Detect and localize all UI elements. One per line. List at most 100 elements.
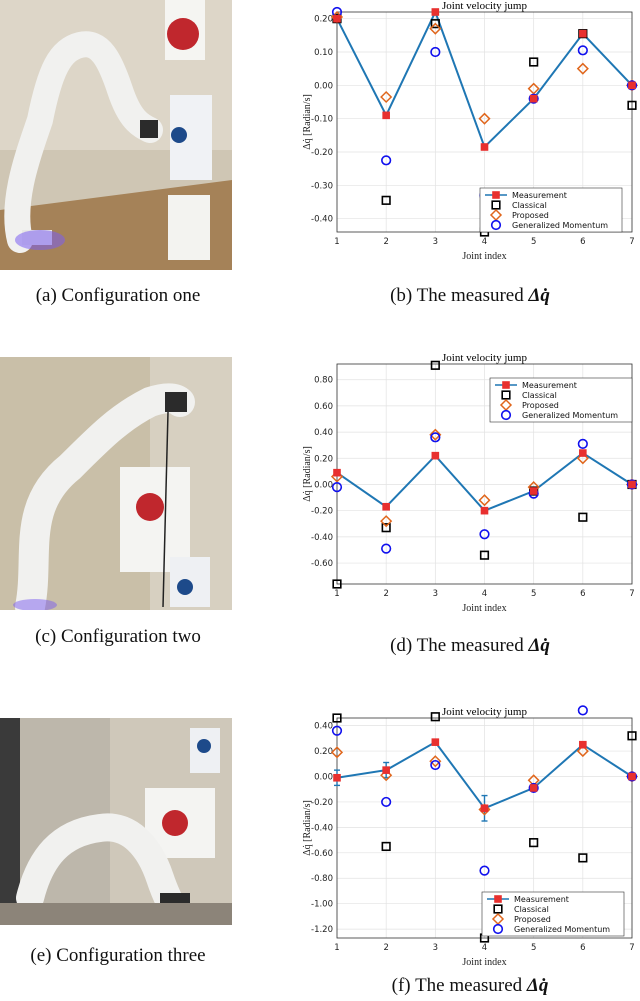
caption-d-symbol: Δq̇ xyxy=(528,635,550,656)
y-tick-label: -1.20 xyxy=(311,925,333,935)
data-point xyxy=(478,112,491,125)
data-point xyxy=(479,529,490,540)
data-point xyxy=(430,46,441,58)
y-tick-label: 0.20 xyxy=(314,15,333,25)
y-tick-label: -0.40 xyxy=(311,215,333,225)
data-point xyxy=(479,550,490,560)
axes-frame xyxy=(336,717,633,939)
data-point xyxy=(381,543,392,554)
data-point xyxy=(576,745,589,758)
caption-b-text: The measured xyxy=(416,285,524,306)
caption-f: (f) The measured Δq̇ xyxy=(300,975,640,997)
data-point xyxy=(333,468,341,477)
y-tick-label: -0.20 xyxy=(311,798,333,808)
x-axis-label: Joint index xyxy=(462,251,506,262)
data-point xyxy=(380,90,393,104)
markers-measurement xyxy=(333,738,636,813)
chart-title: Joint velocity jump xyxy=(442,706,527,718)
data-point xyxy=(333,14,341,23)
y-axis-label: Δq̇ [Radian/s] xyxy=(302,446,313,502)
data-point xyxy=(381,841,391,852)
caption-d-letter: (d) xyxy=(390,635,413,656)
caption-a-letter: (a) xyxy=(35,285,57,306)
y-tick-label: -1.00 xyxy=(311,900,333,910)
data-point xyxy=(331,725,343,736)
x-axis-label: Joint index xyxy=(462,603,506,614)
markers-measurement xyxy=(333,8,636,151)
data-point xyxy=(381,155,392,166)
legend: MeasurementClassicalProposedGeneralized … xyxy=(479,187,623,233)
legend-marker xyxy=(494,895,502,903)
x-tick-label: 1 xyxy=(334,589,339,599)
data-point xyxy=(528,93,539,104)
legend-label: Proposed xyxy=(522,401,559,410)
data-point xyxy=(431,738,440,746)
y-tick-label: 0.10 xyxy=(314,48,333,58)
x-tick-label: 3 xyxy=(433,589,438,599)
caption-e: (e) Configuration three xyxy=(0,945,236,967)
legend-label: Proposed xyxy=(512,211,549,220)
y-tick-label: -0.60 xyxy=(311,559,333,569)
markers-measurement xyxy=(333,449,636,515)
robot-photo-configuration-one xyxy=(0,0,232,270)
x-tick-label: 4 xyxy=(482,589,487,599)
data-point xyxy=(382,766,390,774)
data-point xyxy=(380,515,393,528)
data-point xyxy=(529,784,538,792)
y-tick-label: 0.00 xyxy=(314,81,333,91)
data-point xyxy=(331,481,343,493)
data-point xyxy=(626,771,638,782)
data-point xyxy=(626,479,638,490)
x-tick-label: 5 xyxy=(531,589,536,599)
data-point xyxy=(430,360,440,370)
chart-b: 1 2 3 4 5 6 7 0.20 0.10 0.00 -0.10 -0.20 -0.30 -0.40 J… xyxy=(300,0,640,275)
data-point xyxy=(480,506,489,515)
legend-label: Measurement xyxy=(522,381,577,390)
data-point xyxy=(478,494,491,507)
caption-a: (a) Configuration one xyxy=(0,285,236,307)
x-tick-label: 6 xyxy=(580,943,585,953)
data-point xyxy=(577,705,588,716)
x-tick-label: 5 xyxy=(531,943,536,953)
caption-f-letter: (f) xyxy=(391,975,411,996)
x-tick-label: 7 xyxy=(629,237,634,247)
y-tick-label: 0.00 xyxy=(314,480,333,490)
legend-label: Classical xyxy=(514,905,549,914)
caption-b: (b) The measured Δq̇ xyxy=(300,285,640,307)
data-point xyxy=(479,865,490,876)
data-point xyxy=(429,428,442,441)
caption-b-letter: (b) xyxy=(390,285,413,306)
data-point xyxy=(577,438,588,449)
caption-d-text: The measured xyxy=(416,635,524,656)
y-tick-label: 0.00 xyxy=(314,772,333,782)
data-point xyxy=(577,45,588,56)
chart-title: Joint velocity jump xyxy=(442,0,527,12)
y-tick-label: -0.30 xyxy=(311,181,333,191)
caption-c-text: Configuration two xyxy=(60,626,201,647)
x-tick-label: 2 xyxy=(383,237,388,247)
data-point xyxy=(429,22,442,35)
legend-label: Generalized Momentum xyxy=(512,221,608,230)
legend-marker xyxy=(491,200,501,210)
markers-generalized-momentum xyxy=(331,432,638,554)
data-point xyxy=(429,755,442,768)
data-point xyxy=(627,731,637,741)
y-tick-label: 0.20 xyxy=(314,454,333,464)
data-point xyxy=(529,57,539,67)
y-tick-label: -0.20 xyxy=(311,148,333,158)
x-tick-label: 7 xyxy=(629,589,634,599)
y-tick-label: -0.40 xyxy=(311,823,333,833)
data-point xyxy=(579,29,587,38)
legend-marker xyxy=(502,381,510,389)
chart-d: 1 2 3 4 5 6 7 0.80 0.60 0.40 0.20 0.00 -0.20 -0.40 -0.… xyxy=(300,352,640,627)
x-tick-label: 3 xyxy=(433,237,438,247)
data-point xyxy=(579,740,587,749)
legend-label: Generalized Momentum xyxy=(522,411,618,420)
data-point xyxy=(628,81,636,90)
legend-label: Classical xyxy=(512,201,547,210)
x-tick-label: 6 xyxy=(580,237,585,247)
y-tick-label: 0.40 xyxy=(314,428,333,438)
legend-marker xyxy=(492,191,500,199)
data-point xyxy=(430,759,441,771)
chart-f: 1 2 3 4 5 6 7 0.40 0.20 0.00 -0.20 -0.40 -0.60 -0.80 -… xyxy=(300,705,640,981)
